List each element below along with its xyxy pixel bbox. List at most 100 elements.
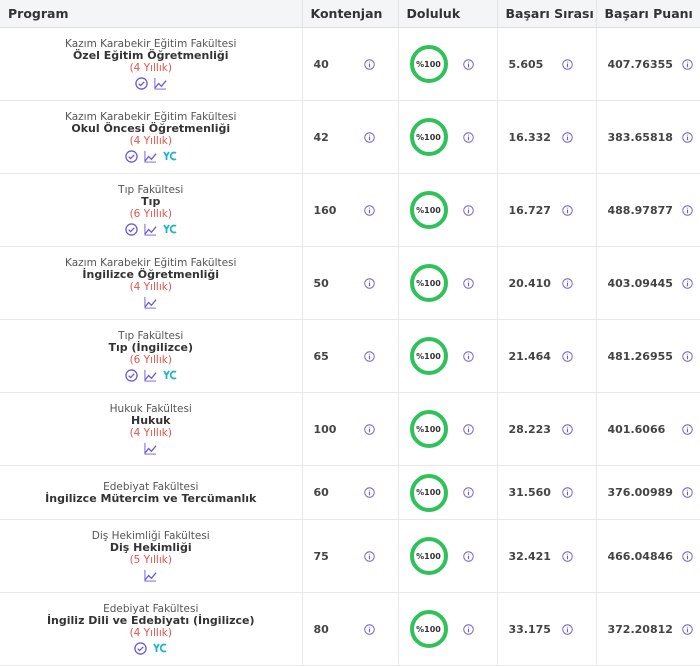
check-icon[interactable] — [125, 368, 138, 382]
faculty: Edebiyat Fakültesi — [103, 602, 199, 615]
info-icon[interactable] — [462, 58, 474, 70]
info-icon[interactable] — [681, 350, 693, 362]
chart-icon[interactable] — [144, 369, 157, 382]
table-row: Kazım Karabekir Eğitim Fakültesi İngilizc… — [0, 246, 700, 320]
info-icon[interactable] — [363, 204, 375, 216]
info-icon[interactable] — [681, 204, 693, 216]
info-icon[interactable] — [561, 131, 573, 143]
cell-content: 16.727 — [499, 204, 595, 217]
check-icon[interactable] — [125, 222, 138, 236]
quota: 75 — [313, 549, 329, 563]
chart-icon[interactable] — [144, 223, 157, 236]
info-icon[interactable] — [462, 131, 474, 143]
info-icon[interactable] — [363, 550, 375, 562]
yok-icon[interactable] — [162, 150, 177, 162]
header: Program — [0, 0, 303, 28]
table-row: Kazım Karabekir Eğitim Fakültesi Özel Eği… — [0, 27, 700, 101]
info-icon[interactable] — [363, 423, 375, 435]
score: 372.20812 — [607, 622, 673, 636]
chart-icon[interactable] — [144, 296, 157, 309]
faculty: Edebiyat Fakültesi — [103, 480, 199, 493]
chart-icon[interactable] — [144, 569, 157, 582]
cell-content: 42 — [304, 131, 397, 144]
info-icon[interactable] — [462, 204, 474, 216]
score: 481.26955 — [607, 349, 673, 363]
quota: 60 — [313, 486, 329, 499]
fill-cell: %100 — [398, 27, 498, 101]
info-icon[interactable] — [561, 58, 573, 70]
info-icon[interactable] — [462, 487, 474, 498]
faculty: Hukuk Fakültesi — [109, 402, 192, 415]
fill-ring: %100 — [409, 264, 448, 302]
info-icon[interactable] — [363, 623, 375, 635]
info-icon[interactable] — [363, 58, 375, 70]
table-row: Edebiyat Fakültesi İngiliz Dili ve Edebiy… — [0, 592, 700, 666]
info-icon[interactable] — [363, 131, 375, 143]
quota: 80 — [313, 622, 329, 636]
yok-icon[interactable] — [153, 642, 167, 654]
info-icon[interactable] — [681, 423, 693, 435]
info-icon[interactable] — [462, 550, 474, 562]
chart-icon[interactable] — [144, 150, 157, 163]
fill-ring: %100 — [409, 537, 448, 575]
info-icon[interactable] — [462, 277, 474, 289]
quota: 160 — [313, 203, 337, 217]
info-icon[interactable] — [363, 277, 375, 289]
rank: 33.175 — [508, 622, 551, 636]
rank-cell: 33.175 — [497, 592, 597, 666]
fill-ring: %100 — [409, 337, 448, 375]
info-icon[interactable] — [363, 487, 375, 498]
cell-content: %100 — [400, 410, 496, 448]
info-icon[interactable] — [681, 623, 693, 635]
header: Kontenjan — [302, 0, 399, 28]
table-row: Tıp Fakültesi Tıp (6 Yıllık) 160 %100 16.727 4… — [0, 173, 700, 247]
info-icon[interactable] — [561, 487, 573, 498]
cell-content: %100 — [400, 473, 496, 512]
info-icon[interactable] — [681, 487, 693, 498]
score-cell: 372.20812 — [596, 592, 700, 666]
yok-icon[interactable] — [162, 223, 177, 235]
info-icon[interactable] — [363, 350, 375, 362]
info-icon[interactable] — [462, 423, 474, 435]
score-cell: 407.76355 — [596, 27, 700, 101]
table-row: Tıp Fakültesi Tıp (İngilizce) (6 Yıllık) 65… — [0, 319, 700, 393]
faculty: Diş Hekimliği Fakültesi — [91, 529, 210, 542]
info-icon[interactable] — [462, 623, 474, 635]
info-icon[interactable] — [681, 550, 693, 562]
info-icon[interactable] — [561, 623, 573, 635]
cell-content: 60 — [304, 486, 397, 499]
fill-ring: %100 — [409, 45, 448, 83]
info-icon[interactable] — [681, 58, 693, 70]
program-name: Tıp (İngilizce) — [108, 340, 194, 354]
score: 407.76355 — [607, 57, 673, 71]
fill-cell: %100 — [398, 246, 498, 320]
rank-cell: 16.332 — [497, 100, 597, 174]
info-icon[interactable] — [681, 277, 693, 289]
check-icon[interactable] — [134, 641, 147, 655]
rank-cell: 20.410 — [497, 246, 597, 320]
check-icon[interactable] — [125, 149, 138, 163]
quota: 42 — [313, 130, 329, 144]
info-icon[interactable] — [462, 350, 474, 362]
chart-icon[interactable] — [154, 77, 167, 90]
header: Doluluk — [398, 0, 498, 28]
rank: 31.560 — [508, 486, 551, 499]
quota: 40 — [313, 57, 329, 71]
info-icon[interactable] — [561, 277, 573, 289]
fill-cell: %100 — [398, 465, 498, 520]
info-icon[interactable] — [561, 350, 573, 362]
duration: (6 Yıllık) — [129, 353, 172, 366]
cell-content: 160 — [304, 204, 397, 217]
faculty: Tıp Fakültesi — [118, 329, 184, 342]
info-icon[interactable] — [681, 131, 693, 143]
check-icon[interactable] — [135, 76, 148, 90]
yok-icon[interactable] — [162, 369, 177, 381]
info-icon[interactable] — [561, 550, 573, 562]
chart-icon[interactable] — [144, 442, 157, 455]
info-icon[interactable] — [561, 423, 573, 435]
faculty: Kazım Karabekir Eğitim Fakültesi — [65, 256, 237, 269]
quota: 65 — [313, 349, 329, 363]
info-icon[interactable] — [561, 204, 573, 216]
